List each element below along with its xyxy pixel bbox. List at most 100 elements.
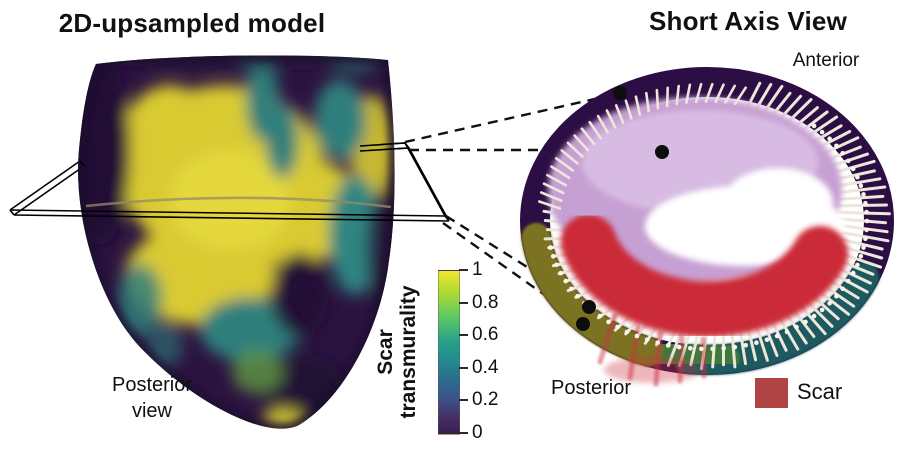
sampling-dot	[850, 166, 856, 172]
spoke	[566, 141, 584, 158]
colorbar-title-line2: transmurality	[396, 285, 420, 419]
sampling-dot	[721, 346, 726, 351]
sampling-dot	[666, 342, 671, 348]
sampling-dot	[819, 307, 825, 313]
colorbar-tick-label: 0.8	[472, 291, 499, 313]
sampling-dot	[864, 218, 870, 224]
spoke	[542, 182, 565, 195]
scar-fringe	[604, 357, 700, 383]
spoke	[644, 91, 651, 113]
anterior-label: Anterior	[792, 50, 860, 71]
sampling-dot	[840, 150, 845, 156]
colorbar-tick-label: 0	[472, 422, 483, 443]
spoke	[546, 173, 568, 187]
sampling-dot	[855, 262, 860, 268]
spoke	[580, 127, 596, 146]
sampling-dot	[732, 344, 738, 350]
colorbar-title-line1: Scar	[374, 329, 397, 375]
sampling-dot	[819, 129, 825, 135]
spoke	[614, 104, 625, 124]
colorbar-tick-label: 0.2	[472, 389, 499, 411]
colorbar-tick-label: 0.6	[472, 324, 499, 346]
scar-arc	[560, 214, 849, 338]
plane-corner-ticks	[9, 142, 450, 222]
spoke	[665, 86, 670, 108]
scar-transmurality-map	[78, 55, 395, 429]
sampling-dot	[644, 337, 650, 343]
scar-legend-swatch	[755, 378, 788, 408]
sampling-dot	[606, 319, 611, 325]
spoke	[724, 84, 737, 104]
scar-crescent	[560, 214, 849, 338]
sampling-dot	[575, 293, 580, 299]
scar-region	[560, 214, 849, 387]
sampling-dot	[710, 346, 715, 352]
sampling-dot	[624, 329, 630, 335]
sampling-dot	[794, 324, 799, 330]
marker-dot	[655, 145, 669, 159]
marker-dot	[582, 300, 596, 314]
sampling-dot	[846, 158, 851, 164]
sampling-dot	[811, 313, 817, 319]
spoke	[539, 191, 563, 202]
sampling-dot	[846, 278, 851, 284]
marker-dot	[613, 86, 627, 100]
sampling-dot	[864, 227, 869, 233]
spoke	[694, 82, 703, 104]
posterior-view-label: Posterior view	[72, 372, 232, 424]
sampling-dot	[858, 253, 864, 259]
spoke	[655, 88, 660, 110]
sampling-dot	[855, 174, 860, 180]
spoke	[554, 157, 575, 172]
sampling-dot	[827, 301, 832, 306]
sampling-dot	[864, 209, 869, 215]
spoke	[560, 149, 579, 165]
sampling-dot	[634, 333, 640, 339]
spoke	[704, 82, 714, 103]
colorbar-tick	[459, 269, 468, 271]
sampling-dot	[655, 340, 660, 346]
colorbar-tick-label: 0.4	[472, 356, 499, 378]
spoke	[830, 210, 891, 216]
spoke	[634, 95, 642, 116]
colorbar-tick	[459, 301, 468, 304]
sampling-dot	[840, 286, 845, 292]
sampling-dot	[863, 200, 868, 206]
sampling-dot	[743, 342, 748, 348]
sampling-dot	[558, 270, 564, 276]
spoke	[685, 83, 692, 104]
sampling-dot	[861, 245, 866, 250]
band-olive-arc	[521, 222, 664, 367]
colorbar-tick	[459, 366, 468, 369]
spoke	[714, 83, 725, 103]
sampling-dot	[688, 346, 693, 351]
heart-model	[78, 55, 395, 429]
posterior-view-line2: view	[131, 400, 172, 422]
spoke-end-nubs	[537, 82, 748, 210]
connector-top	[404, 94, 609, 144]
spoke	[537, 200, 562, 210]
sampling-dot	[834, 293, 839, 299]
colorbar-gradient	[438, 270, 460, 435]
right-panel-title: Short Axis View	[648, 6, 848, 36]
sampling-dots	[548, 123, 870, 352]
spoke	[596, 114, 609, 134]
colorbar-tick	[459, 399, 468, 402]
sampling-dot	[615, 324, 620, 330]
sampling-dot	[554, 262, 559, 268]
colorbar-tick	[459, 432, 468, 434]
sampling-dot	[699, 346, 704, 352]
sampling-dot	[811, 123, 817, 129]
spoke	[733, 86, 748, 105]
sampling-dot	[569, 286, 574, 292]
colorbar-title: Scar transmurality	[374, 267, 423, 437]
spoke	[829, 203, 888, 208]
sampling-dot	[858, 183, 864, 188]
sampling-dot	[563, 278, 568, 284]
slice-intersection-trace	[85, 196, 392, 209]
sampling-dot	[597, 313, 603, 319]
colorbar-tick-label: 1	[472, 259, 483, 280]
sampling-dot	[784, 329, 790, 335]
spoke	[624, 99, 633, 120]
